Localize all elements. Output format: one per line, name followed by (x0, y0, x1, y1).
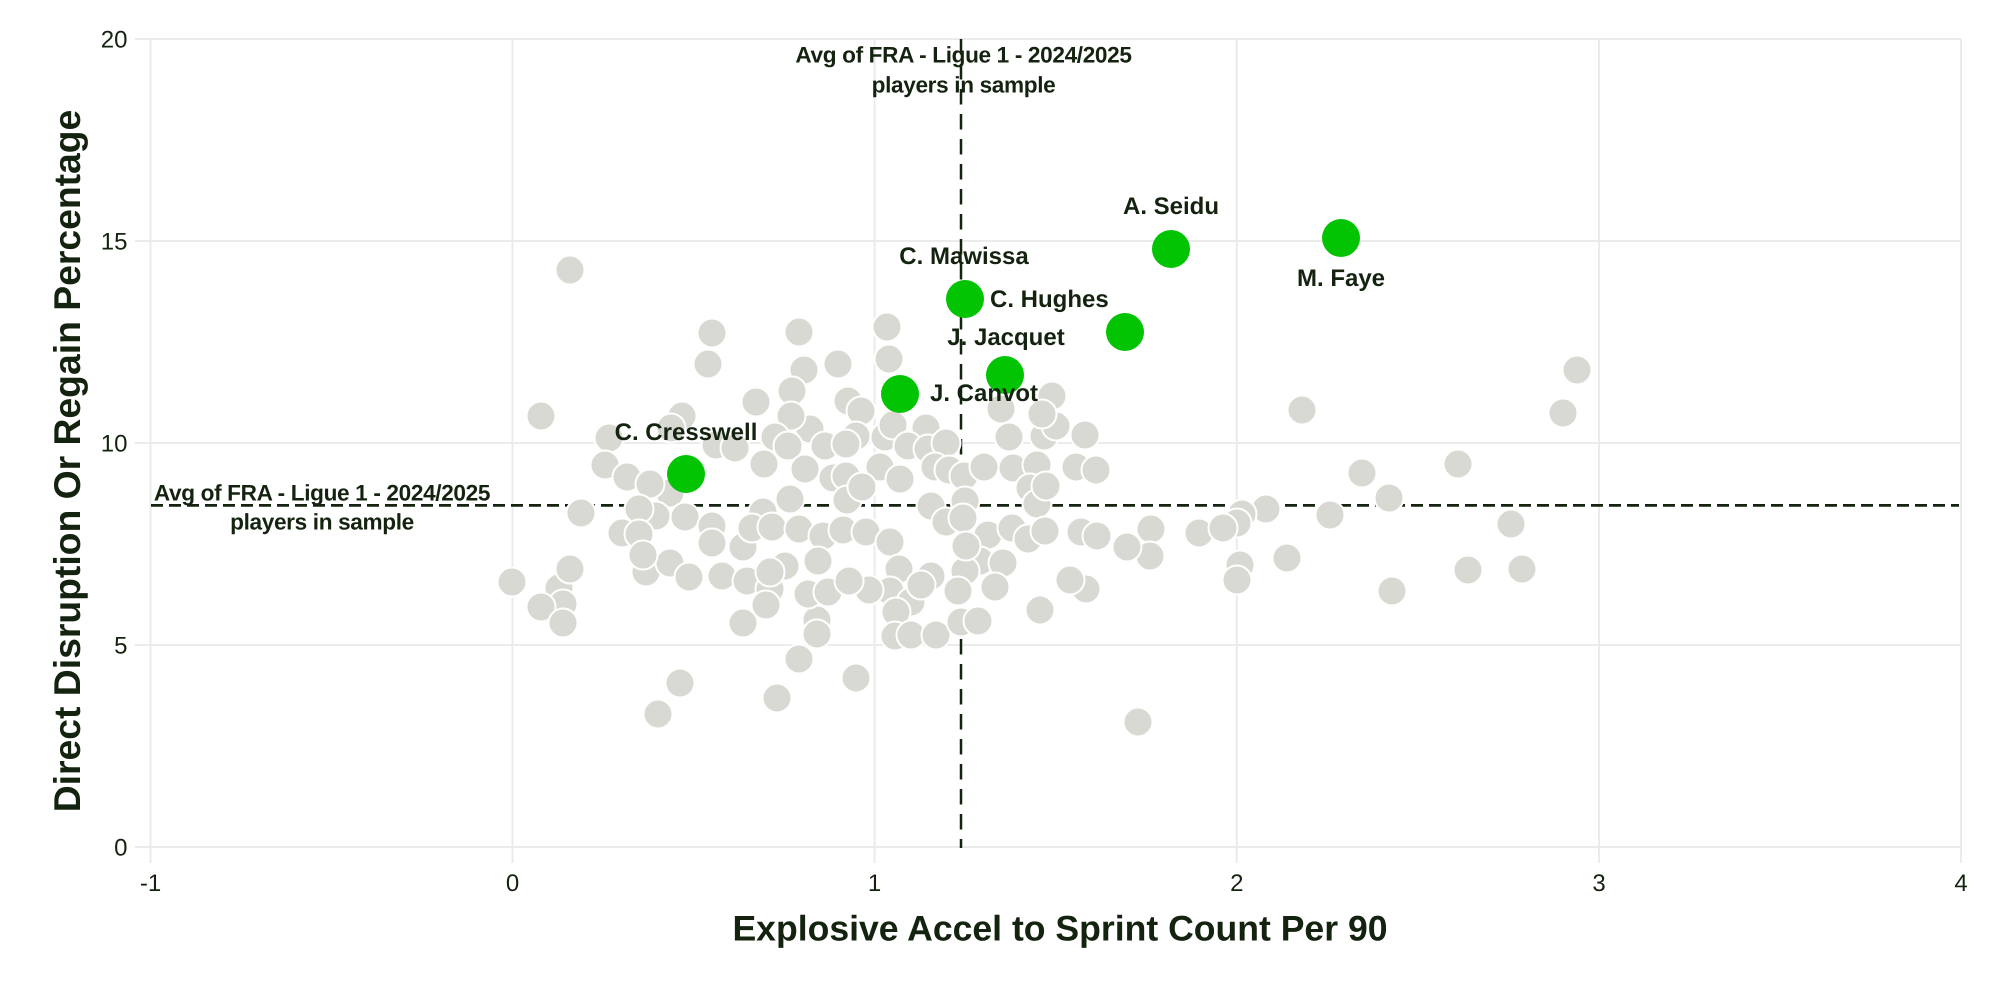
svg-text:5: 5 (114, 633, 127, 660)
svg-text:15: 15 (101, 229, 128, 256)
svg-text:players in sample: players in sample (230, 510, 414, 535)
svg-text:C. Mawissa: C. Mawissa (899, 243, 1029, 270)
svg-text:A. Seidu: A. Seidu (1123, 193, 1219, 220)
svg-text:players in sample: players in sample (872, 73, 1056, 98)
svg-text:20: 20 (101, 27, 128, 54)
svg-text:0: 0 (114, 835, 127, 862)
svg-text:C. Cresswell: C. Cresswell (615, 419, 758, 446)
svg-text:Avg of FRA - Ligue 1 - 2024/20: Avg of FRA - Ligue 1 - 2024/2025 (154, 481, 490, 506)
svg-text:Avg of FRA - Ligue 1 - 2024/20: Avg of FRA - Ligue 1 - 2024/2025 (795, 43, 1131, 68)
svg-text:M. Faye: M. Faye (1297, 265, 1385, 292)
svg-text:10: 10 (101, 431, 128, 458)
svg-text:J. Jacquet: J. Jacquet (947, 324, 1064, 351)
svg-text:4: 4 (1954, 870, 1967, 897)
svg-text:Explosive Accel to Sprint Coun: Explosive Accel to Sprint Count Per 90 (732, 909, 1387, 949)
svg-text:2: 2 (1230, 870, 1243, 897)
svg-text:0: 0 (506, 870, 519, 897)
svg-text:1: 1 (868, 870, 881, 897)
svg-text:-1: -1 (140, 870, 161, 897)
svg-text:C. Hughes: C. Hughes (990, 286, 1109, 313)
svg-text:J. Canvot: J. Canvot (930, 380, 1038, 407)
svg-text:3: 3 (1592, 870, 1605, 897)
svg-text:Direct Disruption Or Regain Pe: Direct Disruption Or Regain Percentage (46, 110, 88, 813)
